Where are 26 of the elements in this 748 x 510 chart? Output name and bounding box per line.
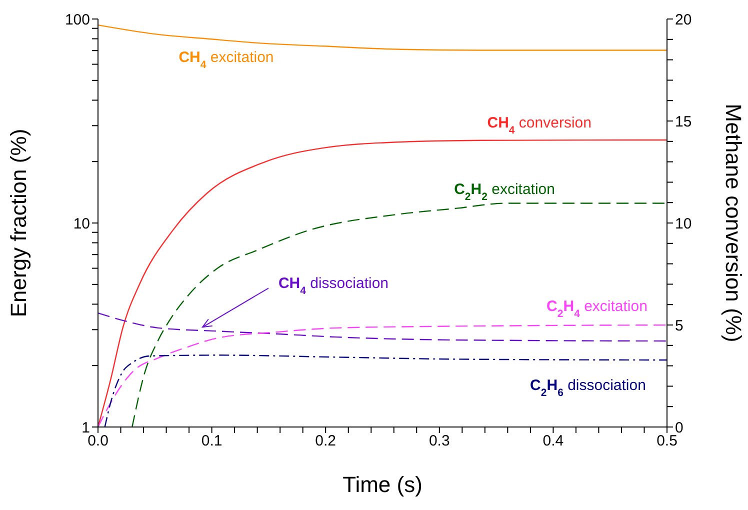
y2-axis-title: Methane conversion (%)	[721, 104, 746, 342]
x-tick-label: 0.1	[201, 432, 222, 450]
line-series	[104, 354, 667, 427]
series-label: C$_{2}$H$_{4}$ excitation	[546, 298, 648, 320]
x-tick-label: 0.5	[656, 432, 678, 450]
x-tick-label: 0.2	[315, 432, 336, 450]
y-axis-title: Energy fraction (%)	[6, 128, 31, 318]
x-axis-title: Time (s)	[342, 472, 422, 497]
series-label: C$_{2}$H$_{2}$ excitation	[454, 181, 556, 204]
y-tick-label: 10	[73, 215, 90, 232]
y2-tick-label: 0	[675, 419, 684, 436]
x-tick-label: 0.0	[88, 432, 108, 450]
y-tick-label: 1	[82, 419, 90, 436]
series-label: CH$_{4}$ conversion	[487, 114, 592, 136]
text: CH$_{4}$ dissociation	[278, 275, 389, 298]
y2-tick-label: 5	[675, 317, 684, 334]
y2-tick-label: 20	[675, 11, 692, 28]
y2-tick-label: 15	[675, 113, 692, 130]
y-tick-label: 100	[64, 11, 90, 28]
line-series	[98, 24, 667, 51]
series-label: C$_{2}$H$_{6}$ dissociation	[530, 377, 646, 400]
line-series	[132, 202, 667, 427]
x-tick-label: 0.4	[542, 432, 564, 450]
y2-tick-label: 10	[675, 215, 692, 232]
series-label: CH$_{4}$ excitation	[178, 48, 274, 71]
x-tick-label: 0.3	[428, 432, 450, 450]
